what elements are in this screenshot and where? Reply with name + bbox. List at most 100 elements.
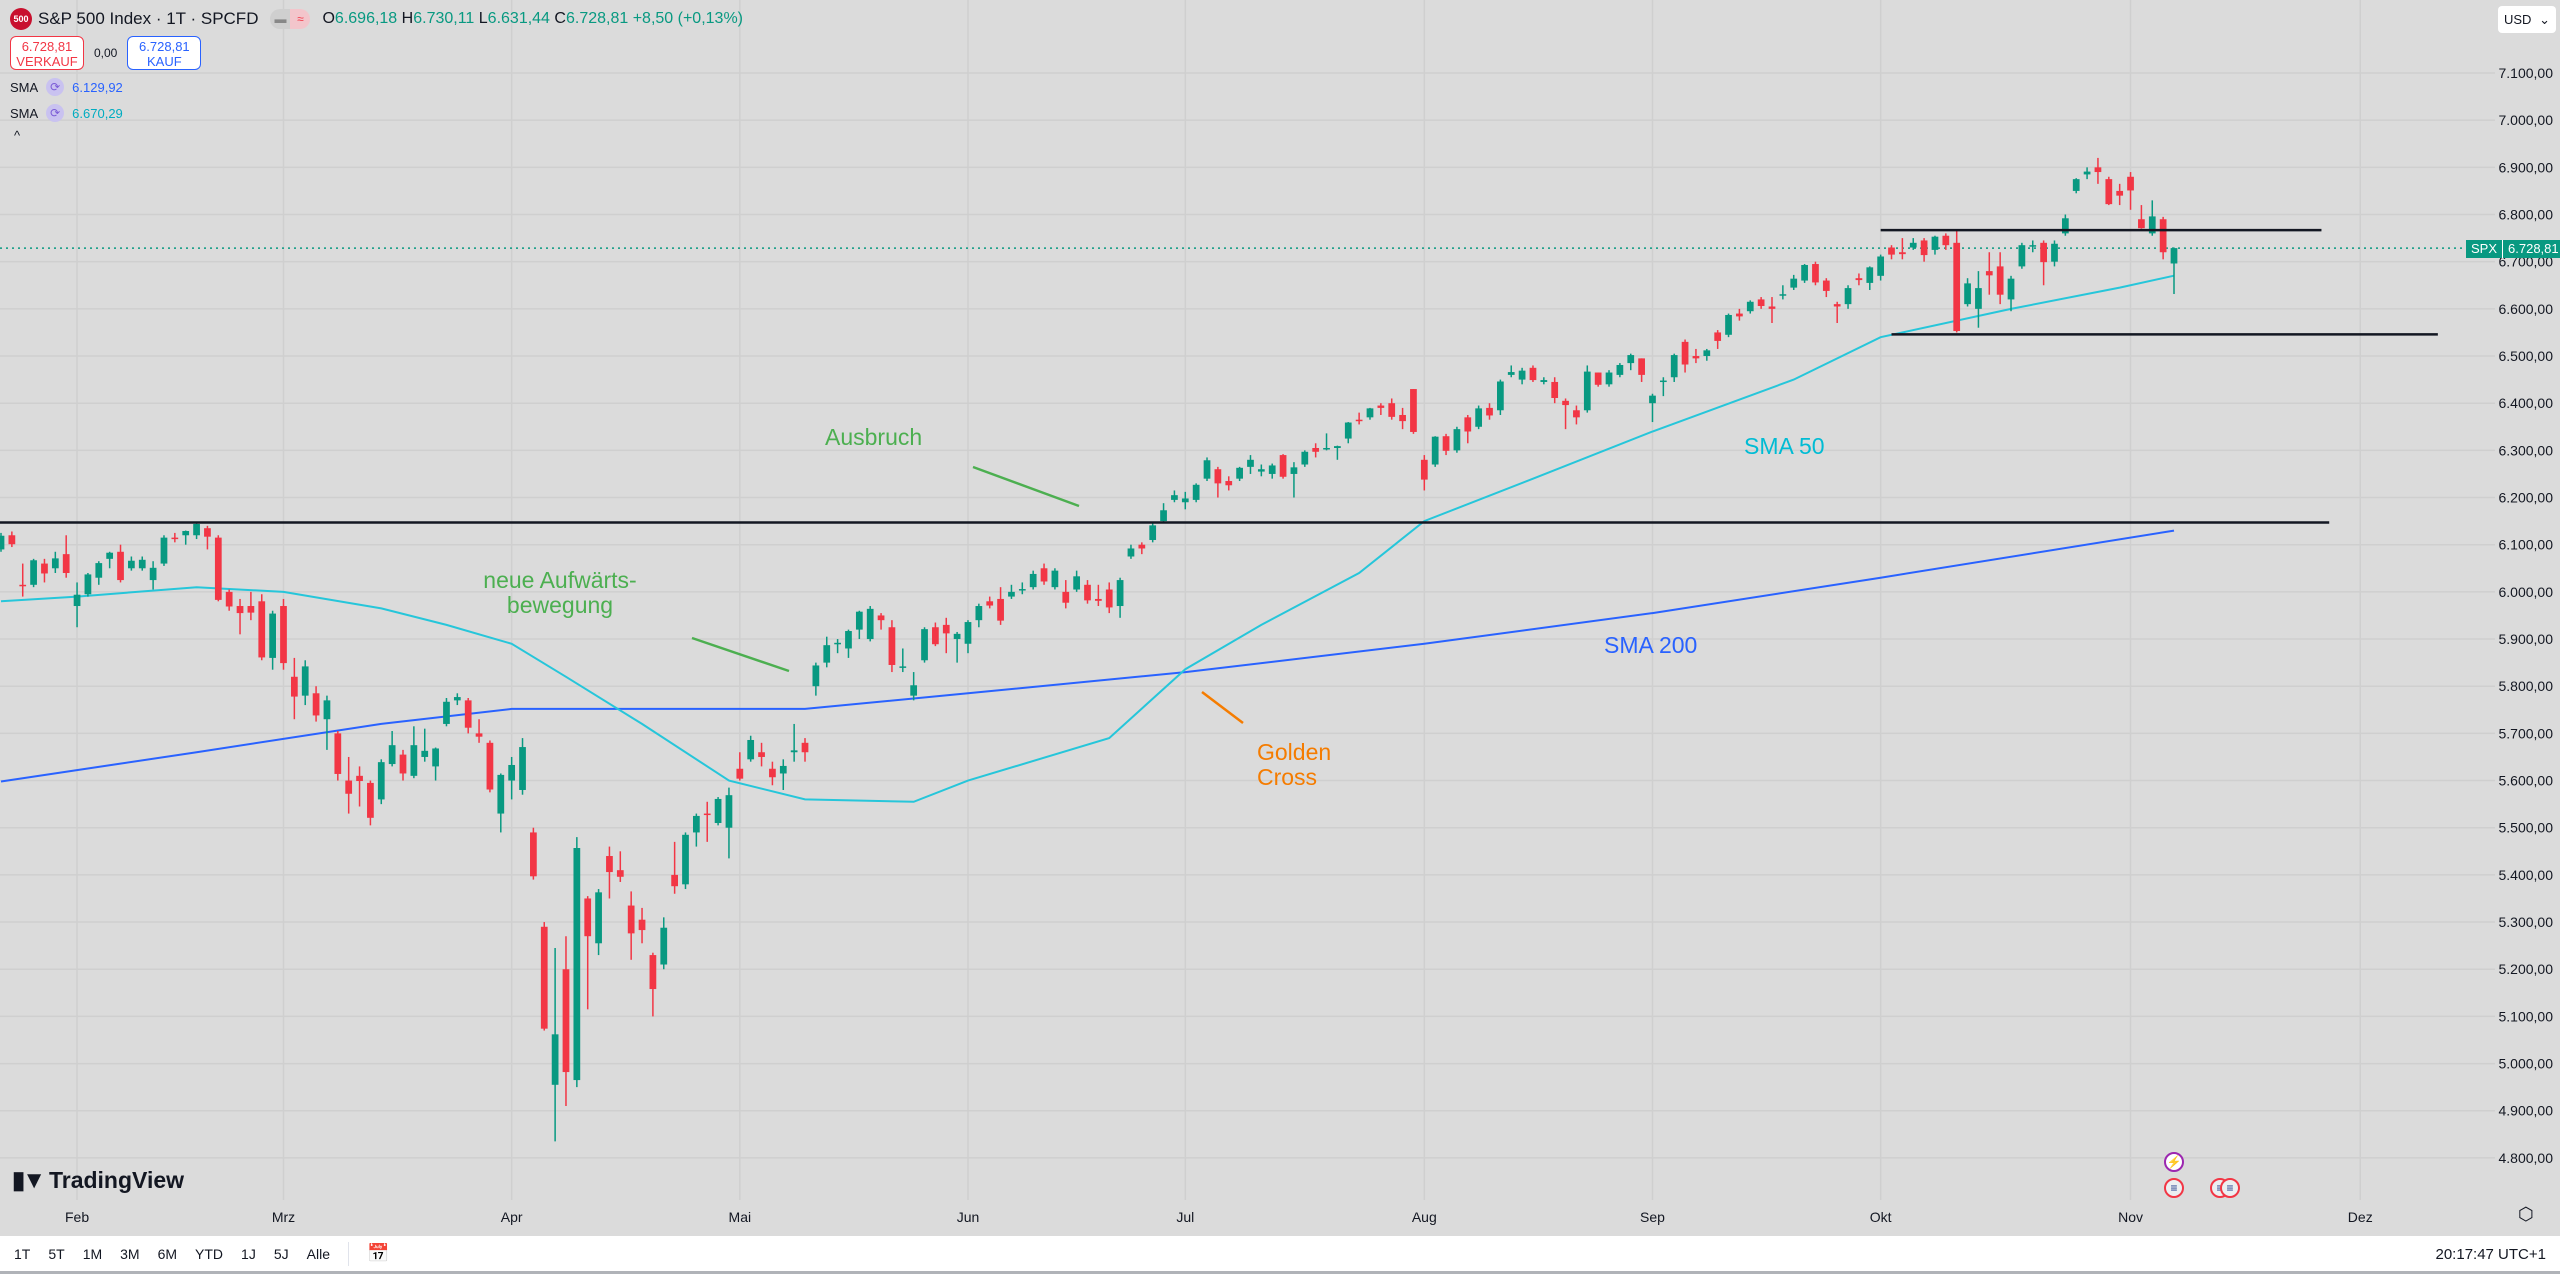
candle-body xyxy=(1757,299,1765,307)
candle-body xyxy=(1084,584,1091,601)
chevron-up-icon[interactable]: ^ xyxy=(14,128,21,143)
candle-body xyxy=(1507,372,1515,375)
candle-body xyxy=(106,552,114,559)
candle-body xyxy=(1257,469,1265,472)
candle-body xyxy=(1822,280,1830,291)
annotation-new-move[interactable]: neue Aufwärts-bewegung xyxy=(483,567,637,618)
candle-body xyxy=(214,537,222,600)
range-1M[interactable]: 1M xyxy=(82,1245,103,1262)
candle-body xyxy=(1855,278,1863,281)
candle-body xyxy=(997,598,1004,621)
candle-body xyxy=(1888,247,1895,255)
candle-body xyxy=(334,733,342,774)
candle-body xyxy=(171,537,179,540)
candle-body xyxy=(703,813,711,816)
candle-body xyxy=(682,834,689,885)
annotation-pointer-line xyxy=(691,636,790,673)
annotation-golden-cross[interactable]: Golden Cross xyxy=(1257,739,1332,790)
candle-body xyxy=(1301,451,1309,465)
candle-body xyxy=(1562,400,1569,406)
symbol-title[interactable]: S&P 500 Index · 1T · SPCFD xyxy=(38,9,259,28)
buy-button[interactable]: 6.728,81 KAUF xyxy=(127,36,202,70)
us-flag-icon[interactable]: ≡ xyxy=(2220,1178,2240,1198)
price-tick-label: 5.000,00 xyxy=(2499,1056,2554,1072)
candle-body xyxy=(584,898,592,937)
price-tick-label: 5.500,00 xyxy=(2499,820,2554,836)
price-chart[interactable]: 7.100,007.000,006.900,006.800,006.700,00… xyxy=(0,0,2560,1236)
sma200-line xyxy=(0,529,2175,783)
time-tick-label: Feb xyxy=(65,1209,89,1225)
candle-body xyxy=(1975,288,1982,309)
candle-body xyxy=(692,815,700,833)
candle-body xyxy=(790,750,798,753)
candle-body xyxy=(1399,414,1406,422)
candle-body xyxy=(779,765,787,774)
candle-body xyxy=(1931,236,1939,250)
tradingview-logo[interactable]: ▮▼ TradingView xyxy=(12,1167,185,1194)
range-1T[interactable]: 1T xyxy=(14,1245,31,1262)
candle-body xyxy=(443,701,450,724)
range-1J[interactable]: 1J xyxy=(241,1245,256,1262)
range-YTD[interactable]: YTD xyxy=(195,1245,224,1262)
candle-body xyxy=(638,919,646,931)
approx-icon: ≈ xyxy=(290,9,311,29)
candle-body xyxy=(932,627,939,645)
time-tick-label: Apr xyxy=(501,1209,523,1225)
market-status[interactable]: ▬ ≈ xyxy=(270,9,311,29)
candle-body xyxy=(1518,370,1526,380)
candle-body xyxy=(845,631,852,649)
spread-value: 0,00 xyxy=(94,46,118,60)
candle-body xyxy=(1692,356,1700,359)
candle-body xyxy=(475,733,483,737)
candle-body xyxy=(2051,243,2058,262)
price-tick-label: 5.100,00 xyxy=(2499,1008,2554,1024)
sell-button[interactable]: 6.728,81 VERKAUF xyxy=(10,36,84,70)
candle-body xyxy=(0,535,5,550)
candle-body xyxy=(910,685,918,696)
candle-body xyxy=(301,666,309,696)
annotation-breakout[interactable]: Ausbruch xyxy=(825,424,923,450)
candle-body xyxy=(1040,568,1048,582)
range-5T[interactable]: 5T xyxy=(48,1245,65,1262)
candle-body xyxy=(1920,240,1928,256)
time-tick-label: Okt xyxy=(1870,1209,1892,1225)
candle-body xyxy=(1323,448,1330,450)
us-flag-icon[interactable]: ≡ xyxy=(2164,1178,2184,1198)
candle-body xyxy=(1844,288,1852,305)
candle-body xyxy=(1605,372,1613,385)
candle-body xyxy=(1703,350,1711,357)
candle-body xyxy=(2061,218,2069,234)
annotation-sma200[interactable]: SMA 200 xyxy=(1604,632,1698,658)
clock[interactable]: 20:17:47 UTC+1 xyxy=(2435,1246,2547,1263)
candle-body xyxy=(1225,481,1233,486)
candle-body xyxy=(2105,179,2113,205)
price-tick-label: 5.300,00 xyxy=(2499,914,2554,930)
candle-body xyxy=(660,927,668,965)
candle-body xyxy=(486,742,494,790)
candle-body xyxy=(1344,422,1352,439)
candle-body xyxy=(1736,313,1743,317)
range-5J[interactable]: 5J xyxy=(273,1245,289,1262)
candle-body xyxy=(1138,544,1146,549)
price-tick-label: 6.300,00 xyxy=(2499,442,2554,458)
candle-body xyxy=(812,665,820,687)
annotation-sma50[interactable]: SMA 50 xyxy=(1744,433,1825,459)
settings-icon[interactable]: ⬡ xyxy=(2518,1204,2534,1224)
range-3M[interactable]: 3M xyxy=(120,1245,140,1262)
range-6M[interactable]: 6M xyxy=(157,1245,178,1262)
range-all[interactable]: Alle xyxy=(306,1245,330,1262)
indicator-sma200[interactable]: SMA ⟳ 6.129,92 xyxy=(10,78,123,96)
candle-body xyxy=(551,1034,559,1085)
candle-body xyxy=(975,606,983,621)
indicator-sma50[interactable]: SMA ⟳ 6.670,29 xyxy=(10,104,123,122)
candle-body xyxy=(1942,235,1950,246)
go-to-date-icon[interactable]: 📅 xyxy=(367,1243,390,1263)
lightning-icon[interactable]: ⚡ xyxy=(2164,1152,2184,1172)
candle-body xyxy=(942,624,950,634)
candle-body xyxy=(1268,465,1276,474)
candle-body xyxy=(1116,580,1124,607)
candle-body xyxy=(1073,576,1081,590)
currency-select[interactable]: USD ⌄ xyxy=(2498,6,2556,33)
candle-body xyxy=(540,926,548,1029)
candle-body xyxy=(388,745,396,765)
